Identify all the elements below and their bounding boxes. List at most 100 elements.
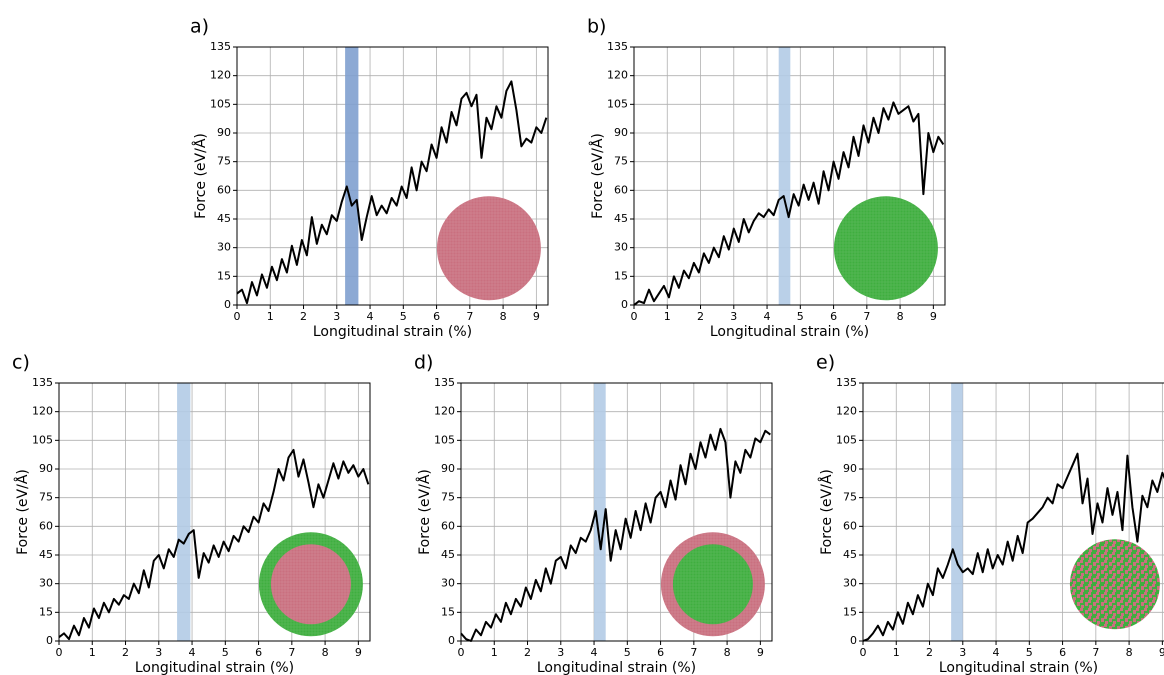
data-line [58, 448, 370, 641]
y-tick-label: 60 [441, 519, 455, 532]
panel-label: d) [414, 352, 433, 374]
x-tick-label: 2 [300, 310, 307, 323]
y-axis-label: Force (eV/Å) [14, 469, 31, 555]
y-tick-label: 135 [32, 376, 53, 389]
x-axis-label: Longitudinal strain (%) [313, 324, 472, 340]
x-tick-label: 2 [122, 646, 129, 659]
y-tick-label: 120 [607, 69, 628, 82]
x-tick-label: 9 [1159, 646, 1164, 659]
y-tick-label: 135 [434, 376, 455, 389]
highlight-band [345, 47, 359, 305]
highlight-band [951, 383, 963, 641]
y-tick-label: 135 [210, 40, 231, 53]
y-tick-label: 60 [39, 519, 53, 532]
x-tick-label: 1 [267, 310, 274, 323]
y-tick-label: 15 [39, 605, 53, 618]
axes-frame [862, 382, 1164, 642]
x-tick-label: 7 [690, 646, 697, 659]
y-tick-label: 15 [614, 269, 628, 282]
panel-label: a) [190, 16, 209, 38]
x-tick-label: 0 [860, 646, 867, 659]
y-tick-label: 105 [434, 433, 455, 446]
highlight-band [594, 383, 606, 641]
x-tick-label: 0 [234, 310, 241, 323]
x-tick-label: 5 [400, 310, 407, 323]
x-tick-label: 3 [730, 310, 737, 323]
y-tick-label: 60 [217, 183, 231, 196]
x-tick-label: 6 [255, 646, 262, 659]
x-tick-label: 4 [764, 310, 771, 323]
highlight-band [778, 47, 791, 305]
inset-cross-section [1069, 539, 1160, 630]
x-tick-label: 8 [500, 310, 507, 323]
y-tick-label: 105 [836, 433, 857, 446]
x-tick-label: 5 [624, 646, 631, 659]
x-tick-label: 8 [897, 310, 904, 323]
y-tick-label: 105 [32, 433, 53, 446]
y-tick-label: 30 [843, 577, 857, 590]
y-tick-label: 75 [614, 155, 628, 168]
x-tick-label: 6 [433, 310, 440, 323]
y-axis-label: Force (eV/Å) [589, 133, 606, 219]
y-tick-label: 120 [32, 405, 53, 418]
x-tick-label: 3 [333, 310, 340, 323]
x-tick-label: 1 [89, 646, 96, 659]
y-tick-label: 75 [39, 491, 53, 504]
axes-frame [460, 382, 773, 642]
x-tick-label: 4 [591, 646, 598, 659]
y-axis-label: Force (eV/Å) [192, 133, 209, 219]
y-tick-label: 135 [607, 40, 628, 53]
axes-frame [633, 46, 946, 306]
x-tick-label: 9 [533, 310, 540, 323]
x-tick-label: 8 [1126, 646, 1133, 659]
x-axis-label: Longitudinal strain (%) [135, 660, 294, 675]
y-tick-label: 90 [39, 462, 53, 475]
y-tick-label: 15 [441, 605, 455, 618]
y-tick-label: 30 [39, 577, 53, 590]
y-axis-label: Force (eV/Å) [818, 469, 835, 555]
x-tick-label: 1 [491, 646, 498, 659]
y-tick-label: 30 [441, 577, 455, 590]
inset-mesh [833, 196, 938, 301]
y-tick-label: 60 [614, 183, 628, 196]
y-tick-label: 75 [441, 491, 455, 504]
x-tick-label: 5 [797, 310, 804, 323]
y-tick-label: 0 [850, 634, 857, 647]
highlight-band [177, 383, 191, 641]
y-tick-label: 90 [217, 126, 231, 139]
x-tick-label: 9 [930, 310, 937, 323]
x-tick-label: 0 [56, 646, 63, 659]
data-line [633, 101, 945, 306]
x-axis-label: Longitudinal strain (%) [710, 324, 869, 340]
inset-mesh [258, 532, 363, 637]
y-tick-label: 135 [836, 376, 857, 389]
x-tick-label: 2 [926, 646, 933, 659]
y-tick-label: 75 [217, 155, 231, 168]
y-tick-label: 15 [843, 605, 857, 618]
x-tick-label: 3 [959, 646, 966, 659]
x-tick-label: 8 [724, 646, 731, 659]
y-tick-label: 45 [217, 212, 231, 225]
axes-frame [58, 382, 371, 642]
y-tick-label: 0 [621, 298, 628, 311]
x-tick-label: 1 [893, 646, 900, 659]
inset-mesh [660, 532, 765, 637]
x-axis-label: Longitudinal strain (%) [939, 660, 1098, 675]
x-tick-label: 2 [524, 646, 531, 659]
y-tick-label: 105 [607, 97, 628, 110]
x-tick-label: 0 [631, 310, 638, 323]
x-tick-label: 6 [657, 646, 664, 659]
data-line [862, 452, 1164, 642]
y-tick-label: 60 [843, 519, 857, 532]
y-tick-label: 45 [39, 548, 53, 561]
y-tick-label: 120 [210, 69, 231, 82]
x-tick-label: 3 [557, 646, 564, 659]
x-tick-label: 4 [367, 310, 374, 323]
y-tick-label: 90 [441, 462, 455, 475]
x-tick-label: 4 [993, 646, 1000, 659]
